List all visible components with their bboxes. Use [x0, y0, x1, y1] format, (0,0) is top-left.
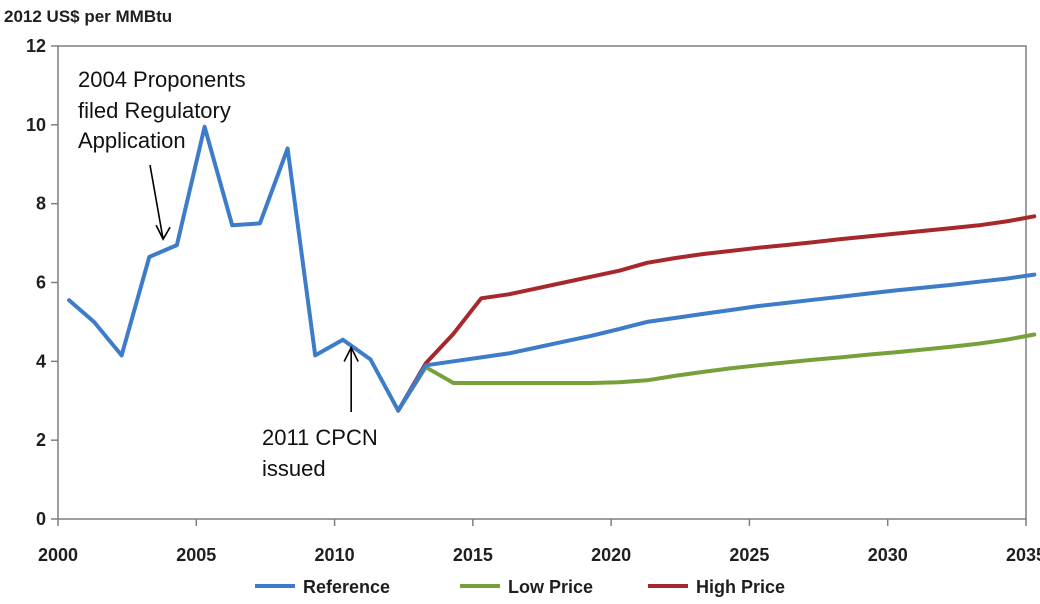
legend: Reference Low Price High Price — [255, 577, 785, 597]
y-tick-label: 8 — [36, 194, 46, 214]
annotation-2011-line: issued — [262, 456, 326, 481]
x-tick-label: 2000 — [38, 545, 78, 565]
annotation-2011-arrow-head — [343, 345, 359, 362]
x-tick-label: 2025 — [729, 545, 769, 565]
x-tick-label: 2030 — [868, 545, 908, 565]
x-tick-label: 2035 — [1006, 545, 1040, 565]
x-axis-ticks: 2000 2005 2010 2015 2020 2025 2030 2035 — [38, 519, 1040, 565]
series-line-reference — [67, 124, 1037, 413]
y-tick-label: 4 — [36, 351, 46, 371]
annotation-2004-line: filed Regulatory — [78, 98, 231, 123]
annotation-2004-line: Application — [78, 128, 186, 153]
legend-label-low-price: Low Price — [508, 577, 593, 597]
series-line-high-price — [396, 214, 1037, 413]
annotations: 2004 Proponents filed Regulatory Applicati… — [78, 67, 378, 481]
annotation-2011-line: 2011 CPCN — [262, 425, 378, 450]
y-tick-label: 0 — [36, 509, 46, 529]
y-axis-ticks: 0 2 4 6 8 10 12 — [26, 36, 58, 529]
y-tick-label: 12 — [26, 36, 46, 56]
x-tick-label: 2020 — [591, 545, 631, 565]
x-tick-label: 2010 — [315, 545, 355, 565]
legend-label-high-price: High Price — [696, 577, 785, 597]
annotation-2004-arrow-shaft — [149, 164, 164, 240]
y-tick-label: 6 — [36, 273, 46, 293]
annotation-2004-line: 2004 Proponents — [78, 67, 246, 92]
y-tick-label: 10 — [26, 115, 46, 135]
y-axis-label: 2012 US$ per MMBtu — [4, 7, 172, 26]
legend-label-reference: Reference — [303, 577, 390, 597]
annotation-2004-arrow-head — [155, 224, 171, 241]
x-tick-label: 2005 — [176, 545, 216, 565]
series-lines — [67, 124, 1037, 413]
series-line-low-price — [396, 332, 1037, 413]
y-tick-label: 2 — [36, 430, 46, 450]
x-tick-label: 2015 — [453, 545, 493, 565]
